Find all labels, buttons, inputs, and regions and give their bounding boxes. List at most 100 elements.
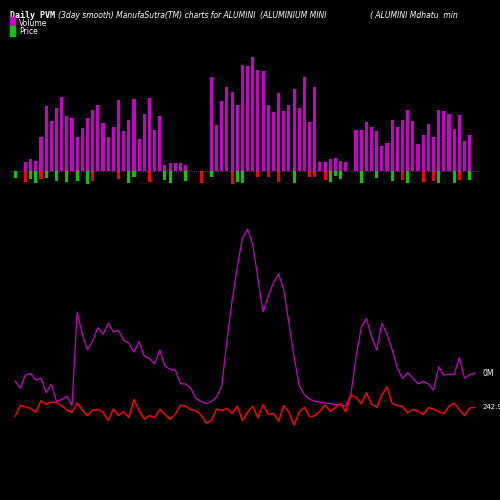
Bar (210, 77, 213, 171)
Bar (55, 108, 58, 171)
Bar (179, 163, 182, 171)
Bar (132, 100, 136, 171)
Bar (339, 171, 342, 179)
Bar (324, 171, 326, 180)
Bar (360, 130, 363, 171)
Bar (44, 171, 48, 178)
Bar (292, 89, 296, 171)
Bar (339, 161, 342, 171)
Text: ( ALUMINI Mdhatu  min: ( ALUMINI Mdhatu min (370, 11, 458, 20)
Bar (40, 171, 42, 179)
Bar (91, 110, 94, 171)
Bar (406, 171, 409, 183)
Bar (112, 128, 115, 171)
Bar (308, 122, 311, 171)
Bar (184, 171, 187, 181)
Bar (40, 136, 42, 171)
Bar (142, 114, 146, 171)
Bar (298, 108, 301, 171)
Bar (24, 162, 27, 171)
Bar (251, 56, 254, 171)
Bar (70, 118, 74, 171)
Bar (241, 65, 244, 171)
Bar (86, 118, 89, 171)
Bar (452, 128, 456, 171)
Bar (210, 171, 213, 176)
Bar (236, 104, 239, 171)
Bar (324, 162, 326, 171)
Bar (442, 111, 446, 171)
Bar (164, 171, 166, 180)
Bar (127, 120, 130, 171)
Bar (375, 171, 378, 178)
Bar (66, 116, 68, 171)
Bar (246, 66, 249, 171)
Bar (282, 110, 286, 171)
Bar (458, 114, 461, 171)
Bar (55, 171, 58, 181)
Bar (29, 171, 32, 179)
Bar (168, 163, 172, 171)
Bar (266, 171, 270, 177)
Bar (390, 171, 394, 181)
Bar (334, 171, 337, 176)
Text: Volume: Volume (19, 19, 48, 28)
Bar (96, 105, 100, 171)
Bar (468, 134, 471, 171)
Bar (127, 171, 130, 183)
Bar (184, 164, 187, 171)
Bar (308, 171, 311, 177)
Text: Price: Price (19, 28, 38, 36)
Bar (215, 126, 218, 171)
Bar (318, 162, 322, 171)
Text: (ALUMINIUM MINI: (ALUMINIUM MINI (260, 11, 326, 20)
Bar (266, 106, 270, 171)
Bar (102, 124, 104, 171)
Bar (432, 138, 435, 171)
Bar (158, 116, 162, 171)
Bar (50, 121, 53, 171)
Bar (452, 171, 456, 182)
Bar (313, 88, 316, 171)
Bar (328, 171, 332, 182)
Bar (76, 171, 78, 181)
Bar (34, 162, 37, 171)
Bar (60, 97, 63, 171)
Bar (174, 163, 177, 171)
Bar (86, 171, 89, 183)
Bar (437, 171, 440, 183)
Bar (14, 171, 16, 177)
Bar (230, 171, 234, 183)
Bar (226, 87, 228, 171)
Bar (122, 130, 125, 171)
Bar (448, 114, 450, 171)
Bar (344, 162, 348, 171)
Bar (34, 171, 37, 183)
Bar (396, 126, 399, 171)
Bar (422, 134, 424, 171)
Bar (432, 171, 435, 181)
Bar (288, 105, 290, 171)
Bar (437, 110, 440, 171)
Bar (360, 171, 363, 182)
Bar (422, 171, 424, 182)
Bar (313, 171, 316, 176)
Text: 0M: 0M (482, 368, 494, 378)
Bar (412, 120, 414, 171)
Bar (44, 106, 48, 171)
Bar (303, 77, 306, 171)
Bar (375, 130, 378, 171)
Bar (427, 124, 430, 171)
Text: Daily PVM: Daily PVM (10, 11, 55, 20)
Bar (328, 158, 332, 171)
Bar (200, 171, 202, 183)
Text: (3day smooth) ManufaSutra(TM) charts for ALUMINI: (3day smooth) ManufaSutra(TM) charts for… (58, 11, 255, 20)
Bar (148, 171, 151, 182)
Bar (463, 142, 466, 171)
Bar (406, 110, 409, 171)
Bar (256, 171, 260, 176)
Text: 242.90: 242.90 (482, 404, 500, 410)
Bar (138, 139, 140, 171)
Bar (91, 171, 94, 180)
Bar (66, 171, 68, 182)
